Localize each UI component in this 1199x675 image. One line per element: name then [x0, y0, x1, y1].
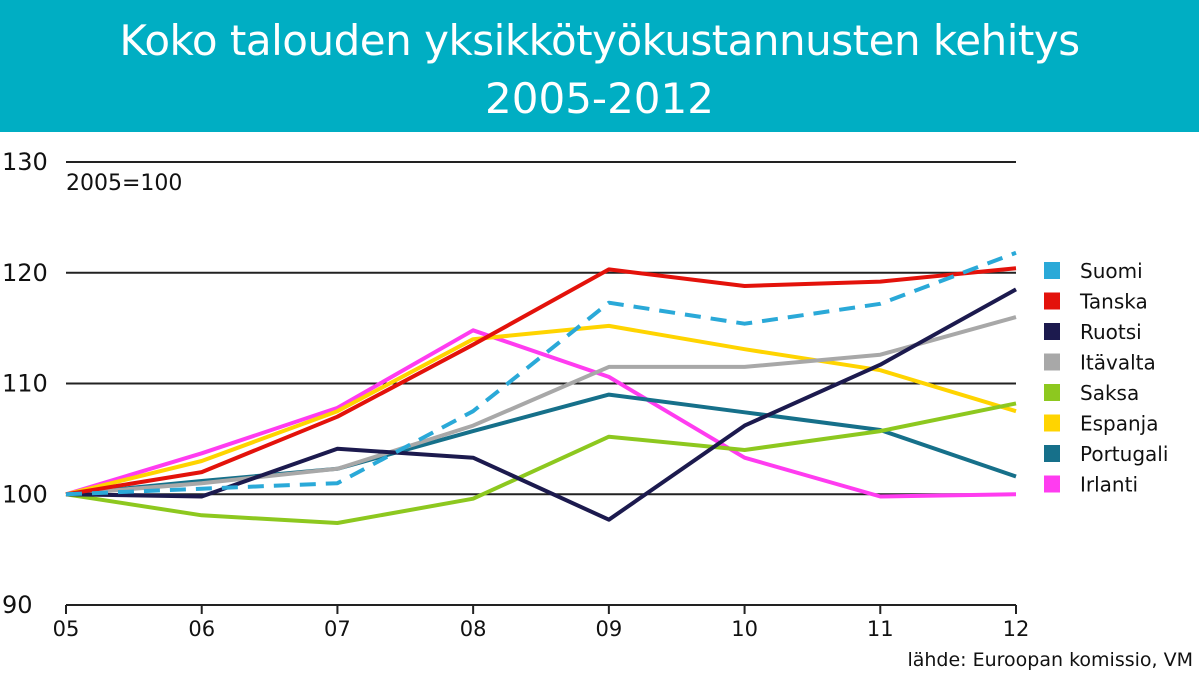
y-tick-label: 90 [2, 591, 33, 619]
chart-title-line1: Koko talouden yksikkötyökustannusten keh… [119, 16, 1080, 65]
y-tick-label: 120 [2, 259, 48, 287]
legend-label: Tanska [1079, 290, 1148, 314]
series-line-saksa [65, 401, 1017, 525]
series-line-espanja [65, 323, 1017, 497]
series-line-itävalta [65, 315, 1017, 497]
chart-title-line2: 2005-2012 [485, 74, 714, 123]
legend: Suomi Tanska Ruotsi Itävalta Saksa Espanja Por… [1044, 259, 1168, 497]
x-tick-label: 08 [460, 617, 487, 641]
series-line-portugali [65, 392, 1017, 497]
source-note: lähde: Euroopan komissio, VM [907, 649, 1193, 671]
grid-lines [66, 161, 1016, 606]
legend-label: Espanja [1080, 412, 1159, 436]
legend-swatch-ruotsi [1044, 323, 1060, 340]
x-tick-label: 11 [867, 617, 894, 641]
x-axis-ticks: 05 06 07 08 09 10 11 12 [53, 605, 1030, 641]
legend-label: Suomi [1080, 259, 1143, 283]
legend-label: Saksa [1080, 381, 1139, 405]
x-tick-label: 07 [324, 617, 351, 641]
series-line-tanska [65, 266, 1017, 497]
series-line-suomi [65, 250, 1017, 497]
legend-swatch-irlanti [1044, 475, 1060, 493]
y-tick-label: 100 [2, 480, 48, 508]
series-lines [65, 250, 1017, 525]
y-axis-ticks: 90 100 110 120 130 [2, 148, 48, 619]
legend-label: Portugali [1080, 442, 1168, 466]
title-banner: Koko talouden yksikkötyökustannusten keh… [0, 0, 1199, 132]
base-year-label: 2005=100 [66, 171, 182, 196]
legend-swatch-suomi [1044, 262, 1060, 279]
x-tick-label: 12 [1003, 617, 1030, 641]
y-tick-label: 130 [2, 148, 48, 176]
legend-label: Irlanti [1080, 473, 1138, 497]
x-tick-label: 06 [188, 617, 215, 641]
y-tick-label: 110 [2, 370, 48, 398]
x-tick-label: 10 [731, 617, 758, 641]
x-tick-label: 05 [53, 617, 80, 641]
legend-swatch-portugali [1044, 445, 1060, 462]
legend-swatch-itävalta [1044, 353, 1060, 371]
legend-label: Itävalta [1080, 351, 1156, 375]
x-tick-label: 09 [595, 617, 622, 641]
legend-swatch-tanska [1044, 292, 1060, 310]
legend-swatch-espanja [1044, 414, 1060, 432]
series-line-ruotsi [65, 287, 1017, 522]
legend-swatch-saksa [1044, 384, 1060, 401]
legend-label: Ruotsi [1080, 320, 1142, 344]
series-line-irlanti [65, 328, 1017, 499]
